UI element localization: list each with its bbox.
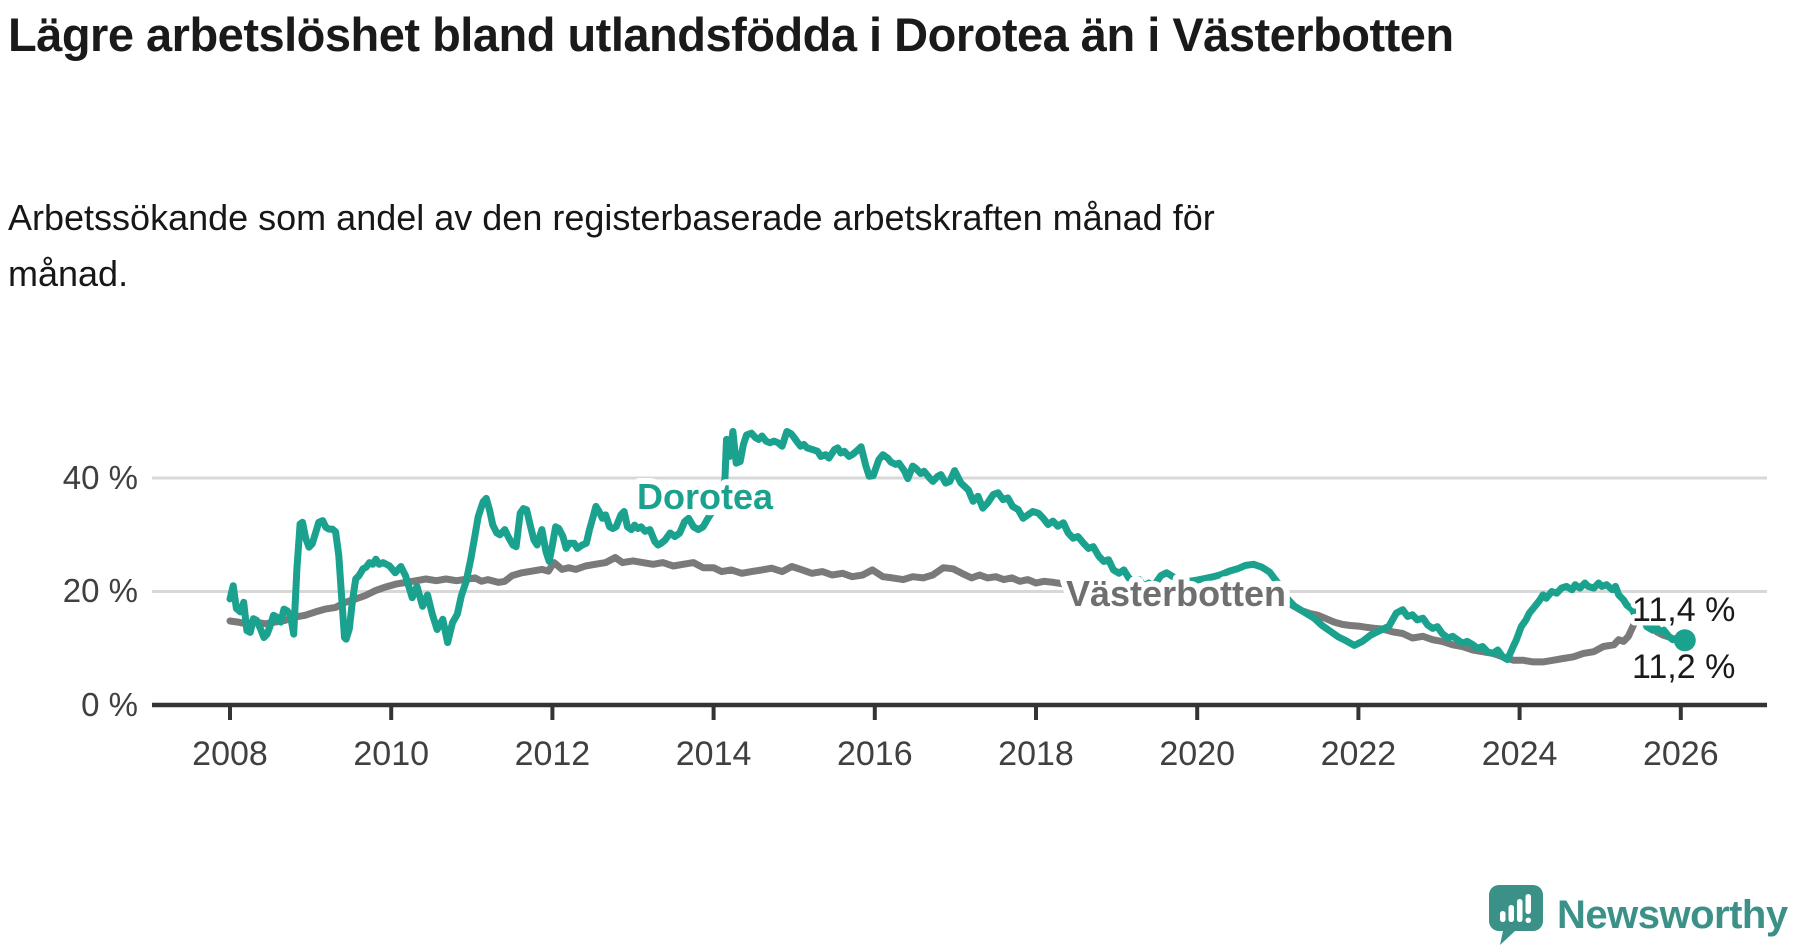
bar-chart-glyph — [1500, 894, 1531, 923]
x-tick-label-2010: 2010 — [353, 735, 429, 773]
newsworthy-brand-text: Newsworthy — [1557, 892, 1788, 937]
x-tick-label-2020: 2020 — [1159, 735, 1235, 773]
y-tick-label-40: 40 % — [63, 459, 138, 496]
x-tick-label-2018: 2018 — [998, 735, 1074, 773]
series-end-dot-group — [1673, 629, 1696, 652]
x-tick-label-2016: 2016 — [837, 735, 913, 773]
x-axis-ticks: 2008 2010 2012 2014 2016 2018 2020 2022 2024 2026 — [192, 705, 1719, 773]
newsworthy-bar-chart-speech-bubble-icon — [1489, 885, 1543, 945]
speech-bubble-shape — [1489, 885, 1543, 945]
end-value-labels: 11,4 % 11,2 % — [1628, 587, 1740, 691]
end-dot-dorotea — [1673, 629, 1696, 652]
series-label-dorotea: Dorotea — [637, 476, 774, 517]
x-tick-label-2012: 2012 — [515, 735, 591, 773]
y-axis-labels: 0 % 20 % 40 % — [63, 459, 138, 723]
x-tick-label-2008: 2008 — [192, 735, 268, 773]
x-tick-label-2022: 2022 — [1321, 735, 1397, 773]
end-value-dorotea: 11,4 % — [1632, 591, 1735, 629]
line-dorotea — [226, 428, 1689, 664]
line-vasterbotten — [226, 554, 1689, 666]
newsworthy-logo-link[interactable]: Newsworthy — [1488, 882, 1788, 948]
series-label-vasterbotten: Västerbotten — [1066, 573, 1286, 614]
page-subtitle: Arbetssökande som andel av den registerb… — [8, 197, 1215, 294]
y-tick-label-20: 20 % — [63, 572, 138, 609]
y-tick-label-0: 0 % — [81, 686, 138, 723]
series-labels: Dorotea Västerbotten — [631, 470, 1292, 620]
x-tick-label-2026: 2026 — [1643, 735, 1719, 773]
page-title: Lägre arbetslöshet bland utlandsfödda i … — [8, 8, 1454, 61]
x-tick-label-2014: 2014 — [676, 735, 752, 773]
series-lines — [226, 428, 1689, 666]
end-value-vasterbotten: 11,2 % — [1632, 648, 1735, 686]
x-tick-label-2024: 2024 — [1482, 735, 1558, 773]
